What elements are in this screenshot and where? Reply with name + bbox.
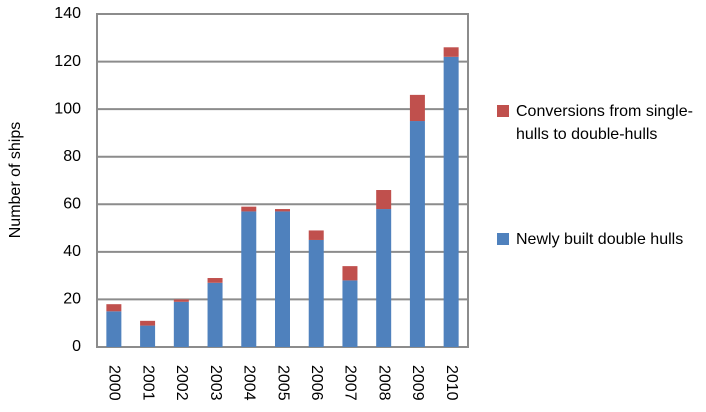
bar-segment xyxy=(140,320,156,326)
x-tick-label: 2007 xyxy=(342,365,359,401)
legend-item: Conversions from single-hulls to double-… xyxy=(497,100,702,146)
bar-segment xyxy=(342,280,358,347)
bar-segment xyxy=(241,206,257,212)
y-axis-title: Number of ships xyxy=(7,122,24,239)
legend-swatch xyxy=(497,105,509,117)
y-tick-label: 100 xyxy=(54,100,81,117)
bar-segment xyxy=(173,301,189,347)
bar-segment xyxy=(443,56,459,348)
bar-segment xyxy=(140,325,156,347)
bar-segment xyxy=(342,266,358,281)
x-tick-label: 2004 xyxy=(241,365,258,401)
y-tick-label: 40 xyxy=(63,243,81,260)
bar-segment xyxy=(106,311,122,347)
legend-item: Newly built double hulls xyxy=(497,228,702,251)
x-tick-label: 2002 xyxy=(173,365,190,401)
x-tick-label: 2001 xyxy=(139,365,156,401)
bar-segment xyxy=(443,47,459,57)
bar-segment xyxy=(275,211,290,347)
bar-segment xyxy=(106,304,122,312)
y-tick-label: 140 xyxy=(54,5,81,22)
bar-segment xyxy=(308,239,324,347)
bar-segment xyxy=(308,230,324,240)
y-tick-label: 20 xyxy=(63,291,81,308)
bar-segment xyxy=(409,94,425,122)
legend-label: Conversions from single-hulls to double-… xyxy=(516,103,693,143)
y-tick-label: 0 xyxy=(72,338,81,355)
bar-segment xyxy=(409,121,425,348)
bar-segment xyxy=(241,211,257,347)
y-tick-label: 80 xyxy=(63,148,81,165)
y-tick-label: 60 xyxy=(63,196,81,213)
x-tick-label: 2003 xyxy=(207,365,224,401)
x-tick-label: 2000 xyxy=(106,365,123,401)
bar-segment xyxy=(207,278,223,283)
bar-segment xyxy=(376,209,392,347)
bar-segment xyxy=(173,299,189,302)
legend-label: Newly built double hulls xyxy=(516,231,684,248)
x-tick-label: 2005 xyxy=(274,365,291,401)
x-tick-label: 2006 xyxy=(308,365,325,401)
bar-segment xyxy=(275,209,290,212)
x-tick-label: 2009 xyxy=(409,365,426,401)
y-tick-label: 120 xyxy=(54,53,81,70)
legend-swatch xyxy=(497,233,509,245)
bar-segment xyxy=(376,190,392,210)
x-tick-label: 2010 xyxy=(443,365,460,401)
bar-segment xyxy=(207,282,223,347)
x-tick-label: 2008 xyxy=(375,365,392,401)
